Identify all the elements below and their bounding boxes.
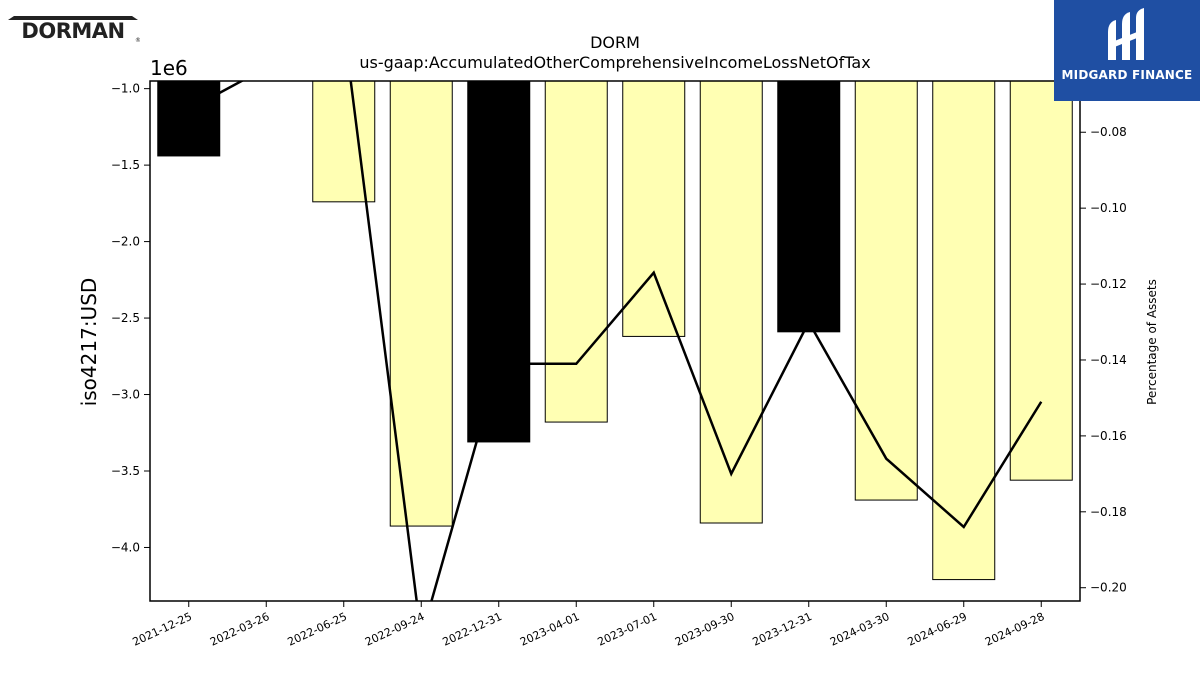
left-axis: −1.0 −1.5 −2.0 −2.5 −3.0 −3.5 −4.0 bbox=[111, 82, 150, 554]
x-tick-label: 2023-09-30 bbox=[673, 610, 736, 649]
right-axis: −0.08 −0.10 −0.12 −0.14 −0.16 −0.18 −0.20 bbox=[1080, 125, 1127, 595]
x-tick-label: 2022-12-31 bbox=[441, 610, 504, 649]
bar-2022-06-25 bbox=[312, 80, 376, 203]
y-axis-label: iso4217:USD bbox=[77, 278, 101, 407]
y-tick-label: −4.0 bbox=[111, 540, 140, 554]
y-tick-label: −2.5 bbox=[111, 311, 140, 325]
midgard-finance-name: MIDGARD FINANCE bbox=[1061, 68, 1193, 82]
x-tick-label: 2022-09-24 bbox=[363, 610, 426, 649]
y2-tick-label: −0.20 bbox=[1090, 581, 1127, 595]
y-tick-label: −1.5 bbox=[111, 158, 140, 172]
x-tick-label: 2023-07-01 bbox=[596, 610, 659, 649]
chart-title: DORM bbox=[590, 33, 640, 52]
plot-frame bbox=[149, 80, 1081, 602]
bar-2024-03-30 bbox=[854, 80, 918, 501]
y-tick-label: −1.0 bbox=[111, 82, 140, 96]
bar-2024-09-28 bbox=[1009, 80, 1073, 481]
percentage-of-assets-line bbox=[188, 81, 1043, 601]
y2-tick-label: −0.16 bbox=[1090, 429, 1127, 443]
y-axis-offset-label: 1e6 bbox=[150, 56, 188, 80]
bar-2023-12-31 bbox=[777, 80, 841, 333]
x-axis: 2021-12-25 2022-03-26 2022-06-25 2022-09-24… bbox=[131, 601, 1047, 649]
y2-tick-label: −0.14 bbox=[1090, 353, 1127, 367]
svg-text:DORMAN: DORMAN bbox=[21, 19, 124, 43]
bar-group bbox=[157, 80, 1073, 581]
y2-tick-label: −0.08 bbox=[1090, 125, 1127, 139]
x-tick-label: 2021-12-25 bbox=[131, 610, 194, 649]
bar-2022-09-24 bbox=[389, 80, 453, 527]
x-tick-label: 2022-06-25 bbox=[286, 610, 349, 649]
dorman-logo-mark: DORMAN ® bbox=[8, 16, 141, 44]
y2-tick-label: −0.12 bbox=[1090, 277, 1127, 291]
x-tick-label: 2024-03-30 bbox=[828, 610, 891, 649]
y2-tick-label: −0.10 bbox=[1090, 201, 1127, 215]
midgard-finance-logo: MIDGARD FINANCE bbox=[1054, 0, 1200, 101]
svg-text:®: ® bbox=[135, 37, 140, 44]
bar-2024-06-29 bbox=[932, 80, 996, 581]
y2-tick-label: −0.18 bbox=[1090, 505, 1127, 519]
bar-2022-12-31 bbox=[467, 80, 531, 443]
x-tick-label: 2023-12-31 bbox=[751, 610, 814, 649]
midgard-mark-icon bbox=[1108, 8, 1144, 60]
x-tick-label: 2022-03-26 bbox=[208, 610, 271, 649]
bar-2023-07-01 bbox=[622, 80, 686, 337]
chart-subtitle: us-gaap:AccumulatedOtherComprehensiveInc… bbox=[359, 53, 871, 72]
x-tick-label: 2024-06-29 bbox=[906, 610, 969, 649]
bar-2023-09-30 bbox=[699, 80, 763, 524]
bar-2021-12-25 bbox=[157, 80, 221, 157]
y-tick-label: −3.0 bbox=[111, 388, 140, 402]
x-tick-label: 2023-04-01 bbox=[518, 610, 581, 649]
dorman-logo: DORMAN ® bbox=[6, 14, 141, 48]
bar-2023-04-01 bbox=[544, 80, 608, 423]
y2-axis-label: Percentage of Assets bbox=[1145, 279, 1159, 405]
line-layer bbox=[188, 81, 1043, 601]
y-tick-label: −3.5 bbox=[111, 464, 140, 478]
x-tick-label: 2024-09-28 bbox=[983, 610, 1046, 649]
y-tick-label: −2.0 bbox=[111, 235, 140, 249]
